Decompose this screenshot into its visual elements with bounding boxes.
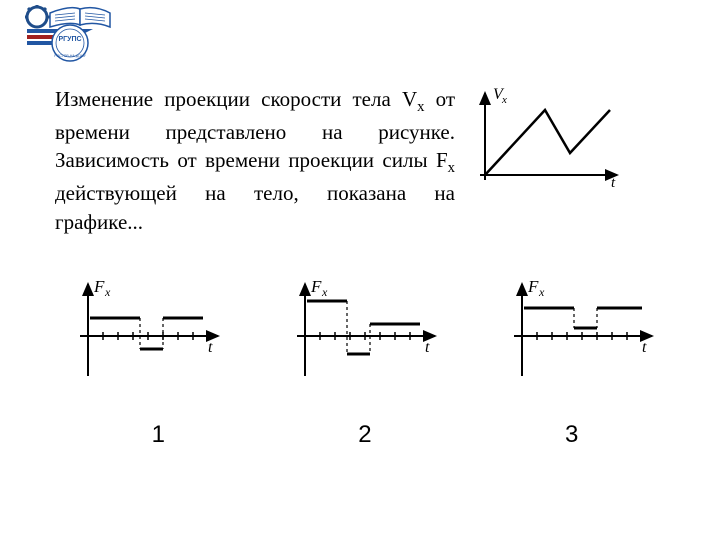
option-label-3: 3 [492, 421, 652, 449]
logo-arc: РОСТОВ-НА-ДОНУ [54, 54, 86, 58]
svg-text:x: x [104, 285, 111, 299]
option-chart-3: F x t [502, 276, 662, 396]
svg-text:F: F [93, 277, 105, 296]
svg-text:x: x [538, 285, 545, 299]
logo-text: РГУПС [58, 36, 81, 43]
university-logo: РГУПС РОСТОВ-НА-ДОНУ [25, 5, 115, 65]
svg-text:t: t [208, 339, 213, 356]
svg-text:x: x [501, 94, 507, 106]
velocity-chart: V x t [465, 85, 625, 195]
svg-text:x: x [321, 285, 328, 299]
svg-text:F: F [527, 277, 539, 296]
svg-text:t: t [425, 339, 430, 356]
question-text: Изменение проекции скорости тела Vx от в… [55, 85, 455, 236]
option-label-2: 2 [285, 421, 445, 449]
option-label-1: 1 [78, 421, 238, 449]
svg-text:t: t [642, 339, 647, 356]
svg-text:t: t [611, 175, 616, 191]
svg-text:F: F [310, 277, 322, 296]
option-chart-2: F x t [285, 276, 445, 396]
option-chart-1: F x t [68, 276, 228, 396]
